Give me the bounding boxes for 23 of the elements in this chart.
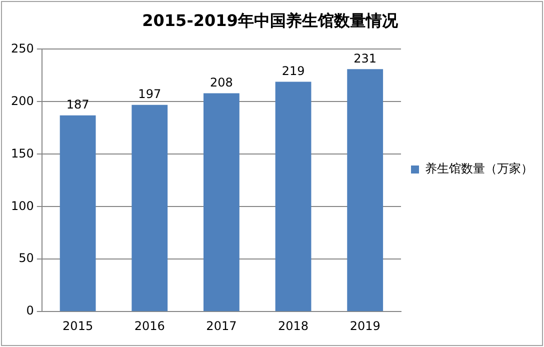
x-tick-label: 2018 (278, 318, 309, 333)
y-tick-label: 200 (11, 94, 34, 108)
bar (347, 69, 384, 312)
x-tick-label: 2017 (206, 318, 237, 333)
data-label: 208 (210, 75, 233, 90)
y-tick-label: 250 (11, 41, 34, 56)
chart-title: 2015-2019年中国养生馆数量情况 (142, 10, 399, 30)
bar (275, 82, 312, 312)
bar (132, 104, 168, 312)
legend-label: 养生馆数量（万家） (425, 162, 533, 176)
x-tick-label: 2016 (134, 318, 165, 333)
x-tick-label: 2019 (350, 318, 380, 333)
y-tick-label: 100 (11, 198, 34, 213)
x-tick-label: 2015 (62, 318, 94, 333)
data-label: 197 (138, 86, 162, 101)
y-tick-label: 0 (26, 304, 34, 318)
data-label: 219 (282, 64, 305, 78)
y-tick-label: 50 (18, 251, 34, 266)
data-label: 231 (354, 51, 377, 66)
y-tick-label: 150 (11, 146, 34, 160)
bar (60, 115, 96, 312)
bar (204, 93, 240, 312)
data-label: 187 (66, 97, 90, 112)
